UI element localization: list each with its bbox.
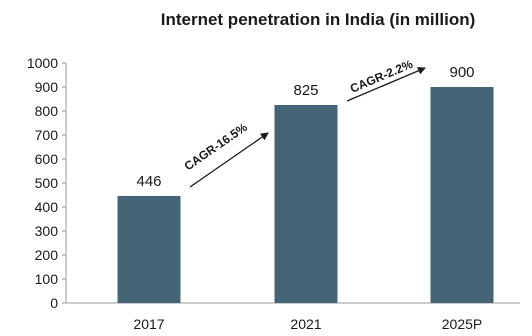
y-tick-label: 0	[50, 295, 58, 311]
bar-2017	[117, 195, 181, 303]
y-tick-label: 400	[35, 199, 59, 215]
y-tick-label: 300	[35, 223, 59, 239]
bars-group: 446 2017 825 2021 900 2025P	[117, 64, 494, 332]
data-label: 825	[293, 82, 318, 99]
y-axis: 0 100 200 300 400 500 600 700 800 900 1000	[27, 55, 520, 311]
data-label: 900	[449, 64, 474, 81]
chart-title: Internet penetration in India (in millio…	[161, 10, 476, 29]
y-tick-label: 600	[35, 151, 59, 167]
y-tick-label: 500	[35, 175, 59, 191]
x-tick-label: 2025P	[442, 316, 482, 332]
y-tick-label: 100	[35, 271, 59, 287]
y-tick-label: 200	[35, 247, 59, 263]
bar-2021	[274, 105, 338, 303]
x-tick-label: 2017	[133, 316, 164, 332]
cagr-arrow	[346, 67, 426, 102]
y-tick-label: 900	[35, 79, 59, 95]
data-label: 446	[136, 173, 161, 190]
bar-2025P	[430, 87, 494, 303]
y-tick-label: 1000	[27, 55, 58, 71]
cagr-label: CAGR-16.5%	[182, 120, 251, 173]
y-tick-label: 800	[35, 103, 59, 119]
y-tick-label: 700	[35, 127, 59, 143]
x-tick-label: 2021	[290, 316, 321, 332]
cagr-arrow	[189, 132, 269, 188]
